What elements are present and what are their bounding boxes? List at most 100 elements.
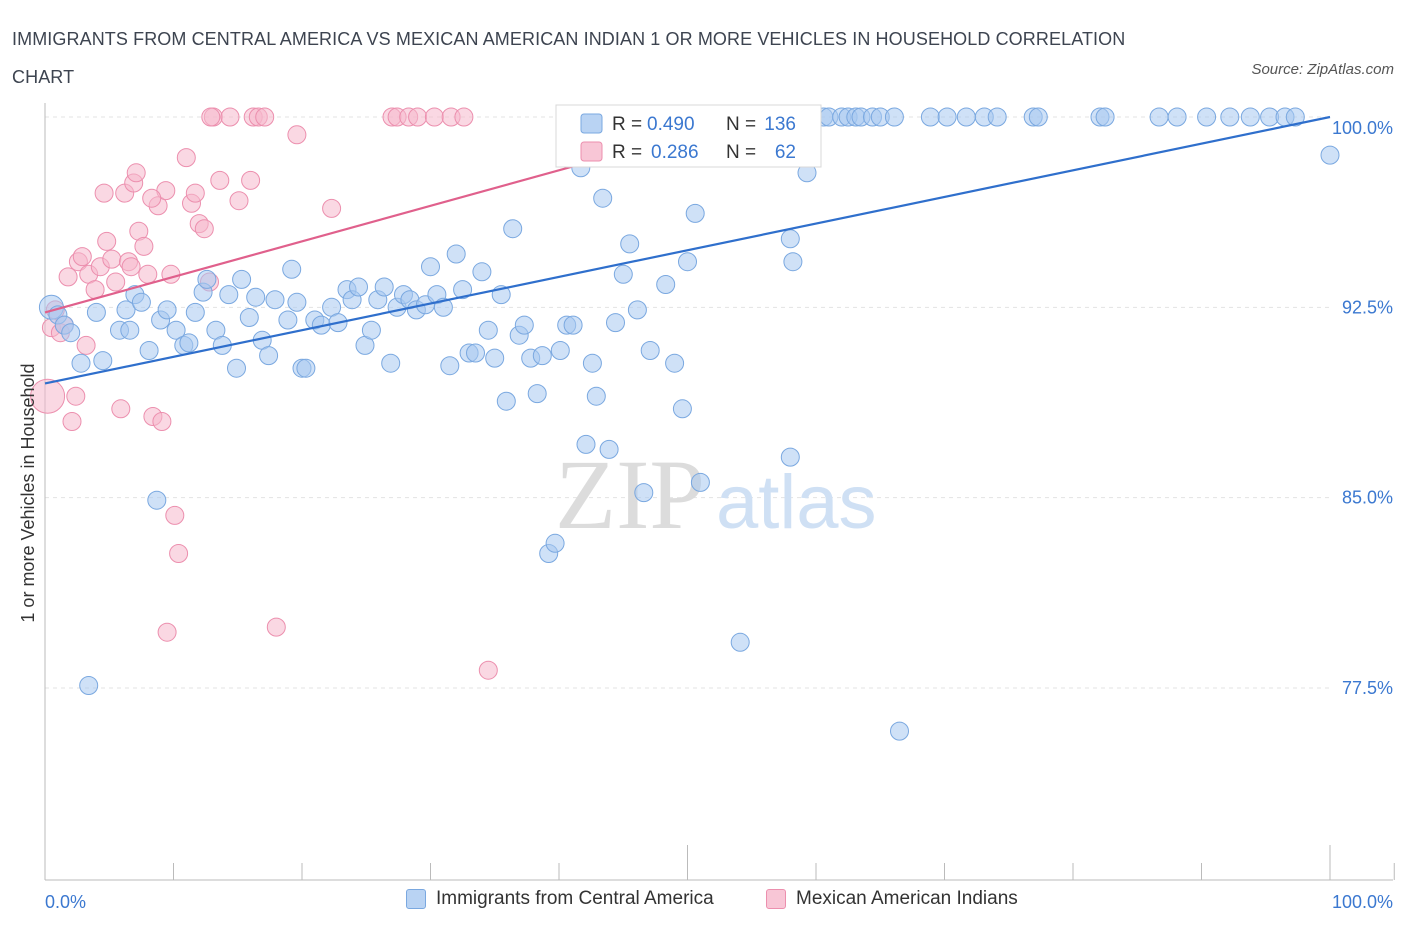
legend-n-value-pink: 62	[775, 142, 796, 163]
blue-point-103	[780, 229, 800, 249]
blue-point-63	[478, 320, 498, 340]
legend-n-value-blue: 136	[764, 114, 796, 135]
blue-point-133	[1320, 145, 1340, 165]
blue-point-26	[232, 269, 252, 289]
blue-point-92	[672, 399, 692, 419]
pink-point-44	[287, 125, 307, 145]
blue-point-84	[606, 313, 625, 333]
legend-r-label-pink: R =	[612, 142, 642, 163]
blue-point-117	[937, 107, 957, 127]
blue-point-32	[278, 310, 298, 330]
blue-point-79	[576, 434, 596, 454]
blue-point-19	[185, 302, 205, 322]
blue-point-77	[563, 315, 583, 335]
pink-point-32	[185, 183, 205, 203]
legend-n-label-pink: N =	[726, 142, 756, 163]
blue-point-104	[780, 447, 800, 467]
blue-point-125	[1149, 107, 1169, 127]
pink-point-53	[478, 660, 498, 680]
pink-point-22	[138, 264, 158, 284]
blue-point-62	[472, 262, 492, 282]
chart-title: IMMIGRANTS FROM CENTRAL AMERICA VS MEXIC…	[12, 29, 1126, 87]
blue-point-129	[1240, 107, 1260, 127]
y-tick-label-1: 92.5%	[1342, 297, 1393, 317]
pink-point-30	[176, 148, 196, 168]
pink-point-15	[106, 272, 126, 292]
y-tick-label-2: 85.0%	[1342, 488, 1393, 508]
pink-point-49	[408, 107, 428, 127]
blue-point-5	[86, 302, 106, 322]
blue-point-82	[593, 188, 613, 208]
blue-point-13	[147, 490, 167, 510]
blue-point-15	[157, 300, 177, 320]
blue-point-71	[527, 384, 547, 404]
pink-point-61	[121, 257, 141, 277]
pink-point-38	[229, 191, 249, 211]
bottom-legend: Immigrants from Central America Mexican …	[0, 888, 1406, 918]
watermark-atlas: atlas	[716, 460, 877, 545]
blue-point-33	[282, 259, 302, 279]
x-tick-label-1: 100.0%	[1332, 892, 1393, 912]
blue-series-points	[38, 107, 1340, 741]
x-tick-label-0: 0.0%	[45, 892, 86, 912]
blue-point-47	[374, 277, 394, 297]
pink-point-29	[169, 544, 189, 563]
legend-swatch-blue	[580, 113, 603, 134]
pink-point-37	[220, 107, 240, 127]
pink-point-28	[165, 505, 185, 525]
pink-point-59	[201, 107, 221, 127]
legend-r-value-pink: 0.286	[651, 142, 699, 163]
blue-point-64	[485, 348, 505, 368]
blue-point-24	[219, 285, 239, 305]
blue-point-12	[139, 341, 159, 360]
pink-point-14	[102, 249, 122, 269]
pink-point-8	[72, 247, 92, 267]
pink-point-60	[210, 170, 230, 190]
blue-point-91	[665, 353, 685, 373]
pink-point-6	[62, 412, 82, 431]
source-label: Source: ZipAtlas.com	[1251, 61, 1394, 78]
blue-point-128	[1220, 107, 1240, 127]
blue-point-75	[550, 341, 570, 360]
blue-point-132	[1285, 107, 1305, 127]
legend-n-label-blue: N =	[726, 114, 756, 135]
pink-point-13	[97, 231, 117, 251]
bottom-legend-label-pink: Mexican American Indians	[796, 888, 1018, 909]
legend-r-label-blue: R =	[612, 114, 642, 135]
blue-point-8	[116, 300, 136, 320]
blue-point-81	[586, 386, 606, 406]
blue-point-116	[920, 107, 940, 127]
pink-point-25	[152, 412, 172, 431]
blue-point-88	[634, 483, 654, 503]
pink-point-58	[126, 163, 146, 183]
blue-point-74	[545, 533, 565, 553]
pink-point-55	[94, 183, 114, 203]
tick-labels: 100.0% 92.5% 85.0% 77.5% 0.0% 100.0%	[45, 118, 1393, 912]
blue-point-25	[227, 358, 246, 378]
pink-point-42	[255, 107, 275, 127]
blue-point-16	[166, 320, 186, 340]
legend-swatch-pink	[580, 141, 603, 162]
pink-point-54	[66, 386, 86, 406]
bottom-legend-swatch-pink	[766, 889, 786, 909]
blue-point-85	[613, 264, 633, 284]
axes-layer	[44, 103, 1395, 881]
blue-point-59	[453, 280, 473, 300]
pink-point-39	[241, 170, 261, 190]
blue-point-115	[890, 721, 909, 741]
blue-point-48	[381, 353, 401, 373]
blue-point-45	[361, 320, 381, 340]
watermark-zip: ZIP	[555, 439, 705, 550]
blue-point-114	[884, 107, 904, 127]
bottom-legend-swatch-blue	[406, 889, 426, 909]
blue-point-90	[656, 275, 676, 294]
blue-point-6	[93, 351, 113, 371]
blue-point-4	[71, 353, 91, 373]
blue-point-9	[120, 320, 140, 340]
pink-point-16	[111, 399, 131, 419]
pink-point-5	[58, 267, 78, 287]
pink-series-points	[30, 107, 498, 680]
pink-point-56	[142, 188, 162, 208]
y-axis-label: 1 or more Vehicles in Household	[18, 363, 38, 622]
blue-point-3	[61, 323, 81, 343]
